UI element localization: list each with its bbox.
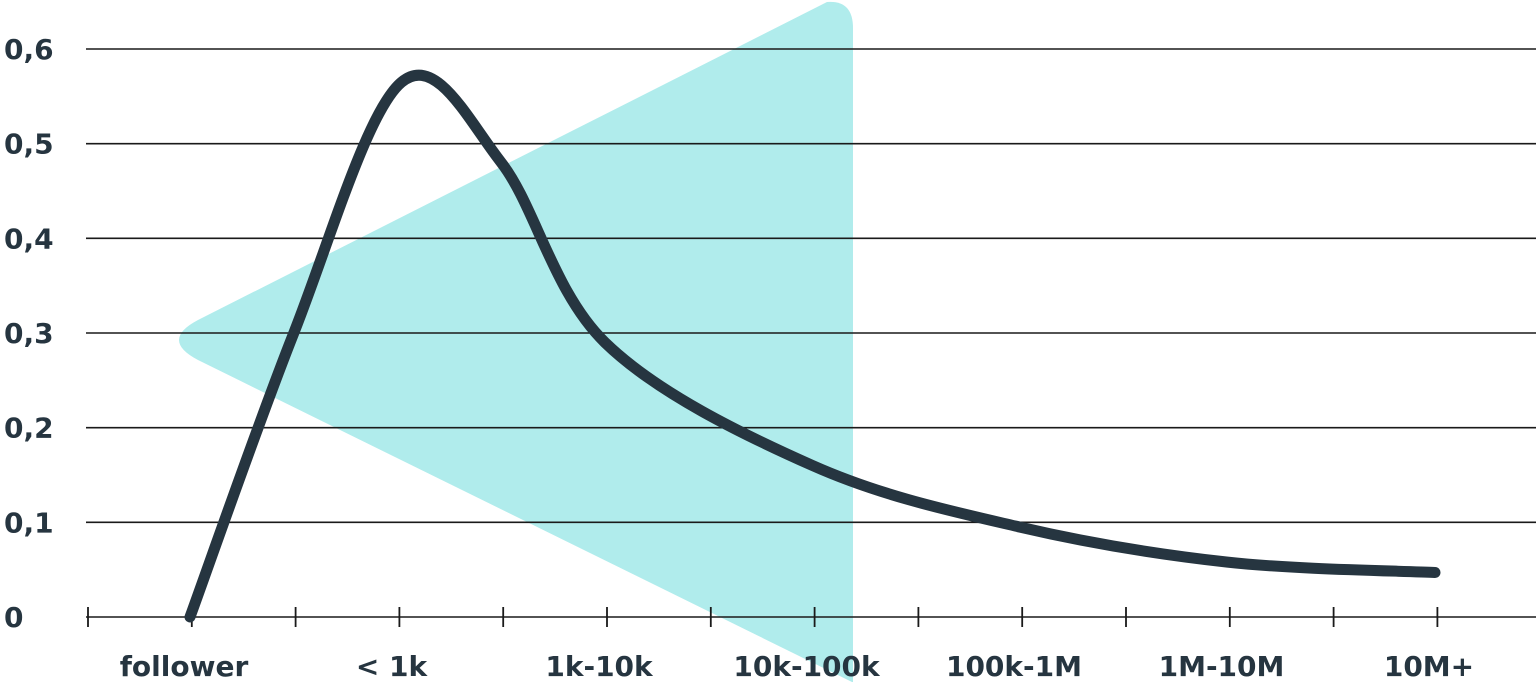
x-tick-label: 100k-1M [946,650,1082,682]
x-tick-label: follower [120,650,249,682]
decorative-triangle-shape [179,1,853,682]
x-axis [86,607,1536,627]
y-tick-label: 0 [4,601,23,634]
x-tick-labels: follower < 1k 1k-10k 10k-100k 100k-1M 1M-10M 1… [120,650,1474,682]
y-tick-label: 0,3 [4,317,54,350]
x-tick-label: 10k-100k [733,650,881,682]
y-tick-label: 0,4 [4,222,54,255]
y-tick-label: 0,6 [4,33,54,66]
x-tick-label: 1M-10M [1159,650,1285,682]
y-tick-label: 0,1 [4,506,54,539]
y-tick-labels: 0 0,1 0,2 0,3 0,4 0,5 0,6 [4,33,54,634]
y-tick-label: 0,2 [4,412,54,445]
x-tick-label: 1k-10k [545,650,654,682]
x-tick-label: 10M+ [1384,650,1474,682]
y-tick-label: 0,5 [4,128,54,161]
series-line [184,69,1441,623]
x-tick-label: < 1k [356,650,429,682]
